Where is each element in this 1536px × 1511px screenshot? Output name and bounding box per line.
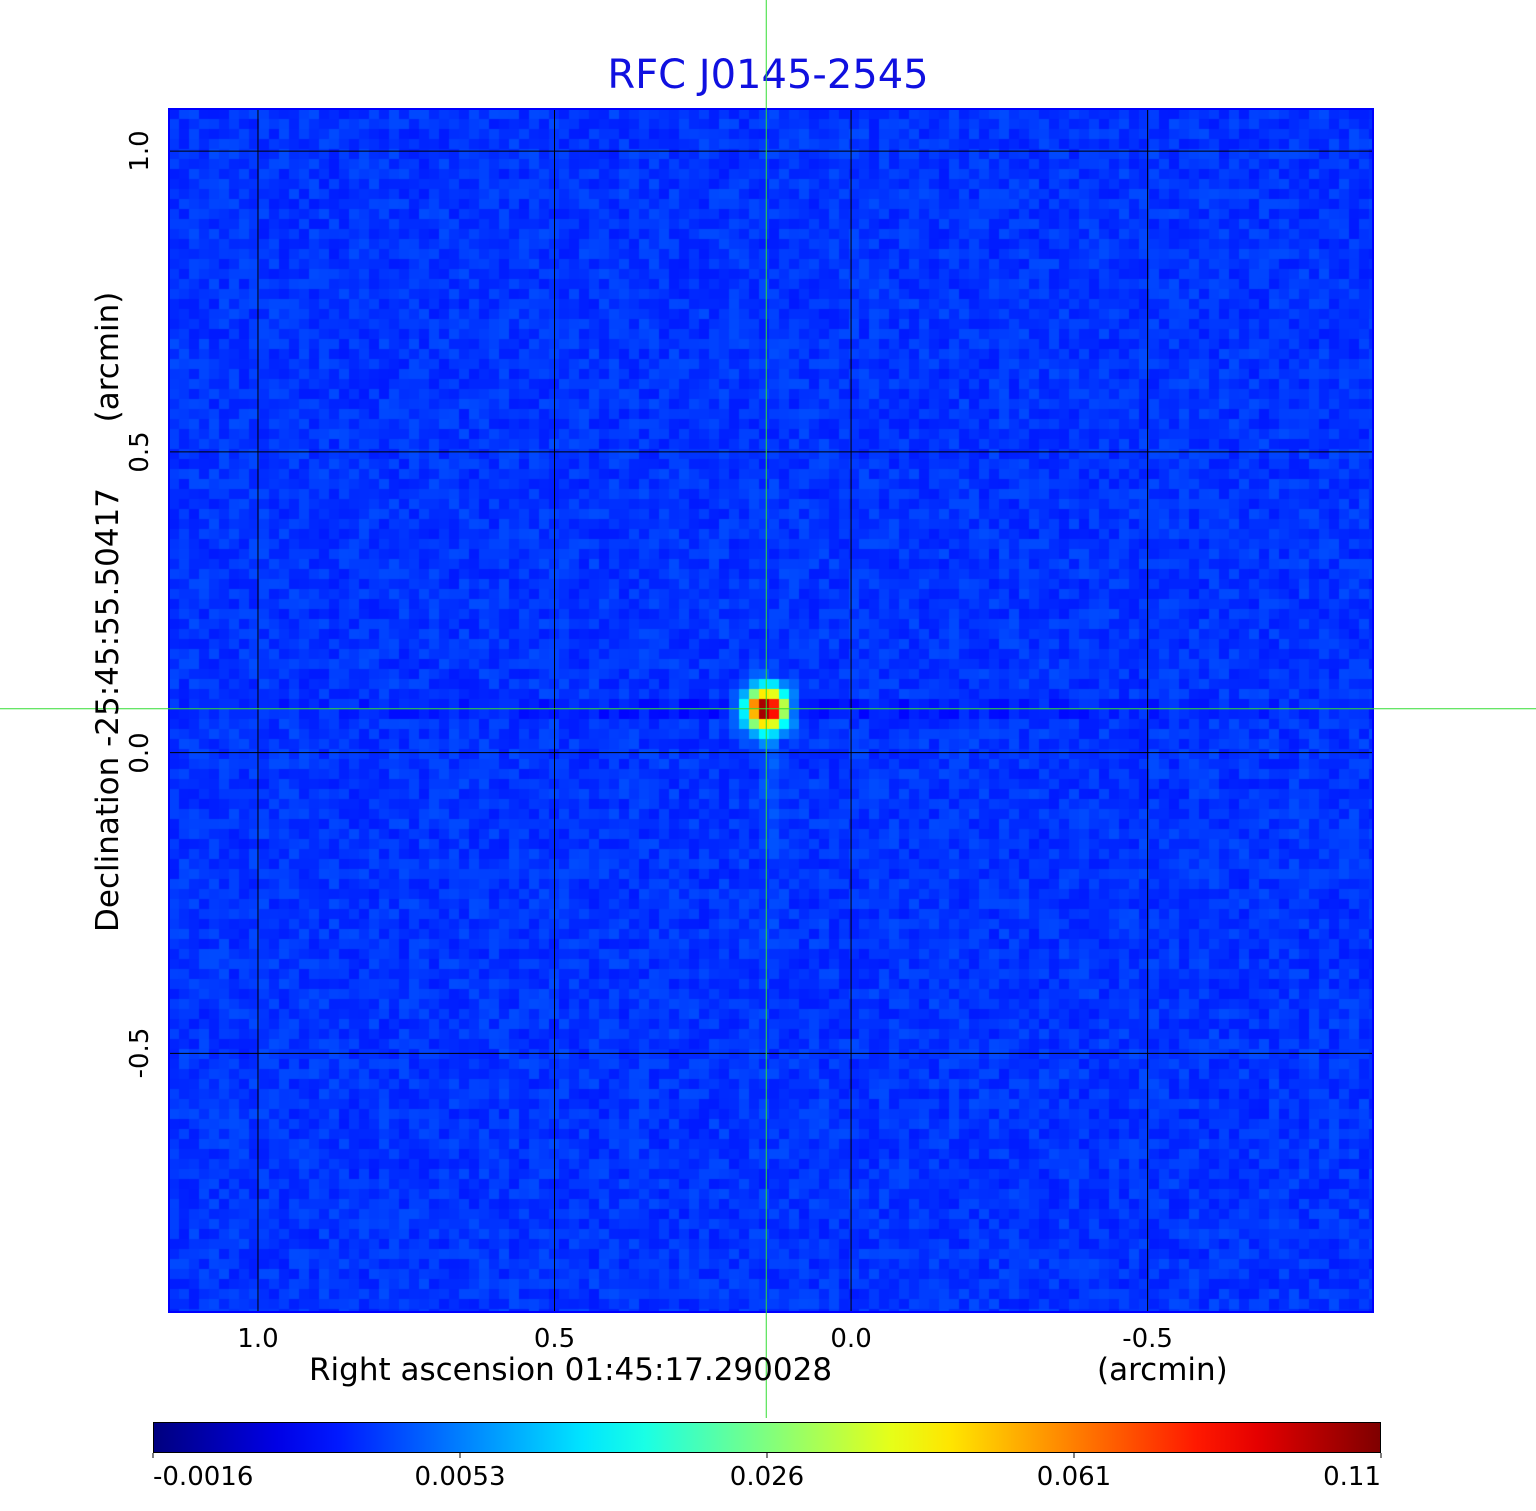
x-axis-label: Right ascension 01:45:17.290028 bbox=[309, 1352, 833, 1388]
y-tick-label: 0.5 bbox=[125, 431, 155, 473]
colorbar-tick-label: -0.0016 bbox=[153, 1462, 254, 1492]
colorbar-tick-label: 0.026 bbox=[729, 1462, 805, 1492]
colorbar-tick-label: 0.061 bbox=[1036, 1462, 1112, 1492]
y-axis-unit: (arcmin) bbox=[90, 291, 126, 423]
colorbar-tick-label: 0.11 bbox=[1323, 1462, 1381, 1492]
x-tick-label: 0.5 bbox=[533, 1324, 576, 1354]
y-tick-label: -0.5 bbox=[125, 1027, 155, 1079]
x-axis-unit: (arcmin) bbox=[1097, 1352, 1228, 1388]
colorbar-tick-label: 0.0053 bbox=[414, 1462, 506, 1492]
x-tick-label: 0.0 bbox=[830, 1324, 872, 1354]
chart-title: RFC J0145-2545 bbox=[607, 52, 929, 98]
y-axis-label: Declination -25:45:55.50417 bbox=[90, 488, 126, 932]
y-tick-label: 0.0 bbox=[125, 731, 155, 774]
x-tick-label: -0.5 bbox=[1122, 1324, 1173, 1354]
heatmap-image bbox=[169, 109, 1373, 1312]
colorbar bbox=[153, 1422, 1381, 1453]
y-tick-label: 1.0 bbox=[125, 130, 155, 172]
x-tick-label: 1.0 bbox=[237, 1324, 279, 1354]
